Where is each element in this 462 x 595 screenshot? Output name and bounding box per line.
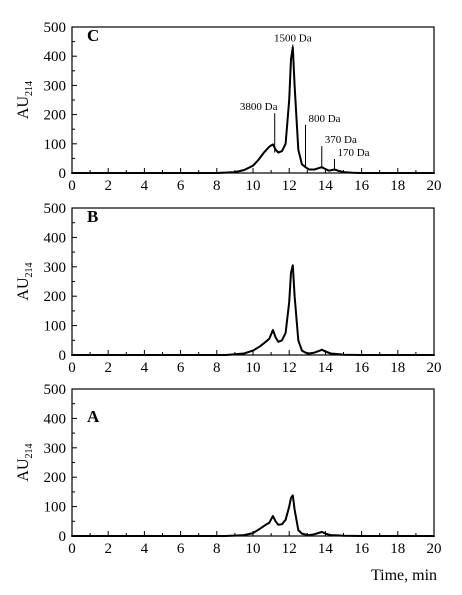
- chromatogram-trace: [71, 494, 435, 537]
- y-tick-label: 200: [44, 108, 67, 124]
- x-tick-label: 18: [390, 178, 405, 194]
- peak-annotation: 800 Da: [308, 113, 340, 125]
- y-tick-label: 500: [44, 20, 67, 36]
- peak-annotation: 1500 Da: [274, 33, 312, 45]
- peak-annotation: 170 Da: [337, 147, 369, 159]
- y-tick-label: 300: [44, 441, 67, 457]
- y-tick-label: 0: [59, 348, 67, 364]
- y-tick-label: 100: [44, 137, 67, 153]
- y-tick-label: 400: [44, 411, 67, 427]
- x-tick-label: 14: [318, 360, 334, 376]
- x-tick-label: 8: [213, 360, 221, 376]
- x-tick-label: 0: [68, 360, 76, 376]
- x-tick-label: 10: [246, 178, 261, 194]
- y-tick-label: 400: [44, 230, 67, 246]
- x-tick-label: 20: [427, 360, 442, 376]
- panel-label-a: A: [87, 407, 100, 426]
- y-axis-title-subscript: 214: [24, 443, 35, 458]
- y-axis-title: AU214: [15, 81, 35, 119]
- y-tick-label: 0: [59, 166, 67, 182]
- plot-frame: [71, 207, 435, 356]
- y-axis-title: AU214: [15, 262, 35, 300]
- y-tick-label: 200: [44, 470, 67, 486]
- x-tick-label: 10: [246, 360, 261, 376]
- y-axis-title-base: AU: [15, 458, 32, 482]
- x-tick-label: 2: [104, 541, 112, 557]
- y-tick-label: 500: [44, 201, 67, 217]
- y-tick-label: 200: [44, 289, 67, 305]
- panel-a: 0 2 4 6 8 10 12 14 16 18 200100200300400500AU214AT…: [15, 382, 442, 584]
- panel-c: 0 2 4 6 8 10 12 14 16 18 200100200300400500AU214C3…: [15, 20, 442, 194]
- peak-annotation: 3800 Da: [240, 101, 278, 113]
- x-tick-label: 18: [390, 360, 405, 376]
- x-tick-label: 10: [246, 541, 261, 557]
- y-tick-label: 300: [44, 78, 67, 94]
- x-tick-label: 14: [318, 178, 334, 194]
- y-axis-title-base: AU: [15, 96, 32, 120]
- y-tick-label: 400: [44, 49, 67, 65]
- chromatogram-trace: [71, 46, 435, 174]
- x-tick-label: 4: [141, 541, 149, 557]
- y-axis-title-subscript: 214: [24, 81, 35, 96]
- x-tick-label: 12: [282, 541, 297, 557]
- x-axis-title: Time, min: [371, 567, 437, 584]
- x-tick-label: 8: [213, 541, 221, 557]
- chromatogram-trace: [71, 264, 435, 356]
- x-tick-label: 14: [318, 541, 334, 557]
- x-tick-label: 0: [68, 178, 76, 194]
- x-tick-label: 0: [68, 541, 76, 557]
- x-tick-label: 2: [104, 178, 112, 194]
- x-tick-label: 16: [354, 178, 370, 194]
- y-axis-title-subscript: 214: [24, 262, 35, 277]
- x-tick-label: 16: [354, 360, 370, 376]
- y-tick-label: 0: [59, 529, 67, 545]
- x-tick-label: 12: [282, 178, 297, 194]
- y-tick-label: 300: [44, 260, 67, 276]
- panel-label-c: C: [87, 26, 99, 45]
- x-tick-label: 18: [390, 541, 405, 557]
- x-tick-label: 20: [427, 178, 442, 194]
- x-tick-label: 20: [427, 541, 442, 557]
- x-tick-label: 2: [104, 360, 112, 376]
- y-tick-label: 100: [44, 500, 67, 516]
- plot-frame: [71, 26, 435, 174]
- x-tick-label: 8: [213, 178, 221, 194]
- x-tick-label: 6: [177, 360, 185, 376]
- y-axis-title: AU214: [15, 443, 35, 481]
- plot-frame: [71, 388, 435, 537]
- y-axis-title-base: AU: [15, 277, 32, 301]
- x-tick-label: 6: [177, 178, 185, 194]
- x-tick-label: 4: [141, 360, 149, 376]
- peak-annotation: 370 Da: [325, 134, 357, 146]
- x-tick-label: 12: [282, 360, 297, 376]
- x-tick-label: 4: [141, 178, 149, 194]
- y-tick-label: 500: [44, 382, 67, 398]
- panel-label-b: B: [87, 207, 98, 226]
- x-tick-label: 6: [177, 541, 185, 557]
- x-tick-label: 16: [354, 541, 370, 557]
- y-tick-label: 100: [44, 319, 67, 335]
